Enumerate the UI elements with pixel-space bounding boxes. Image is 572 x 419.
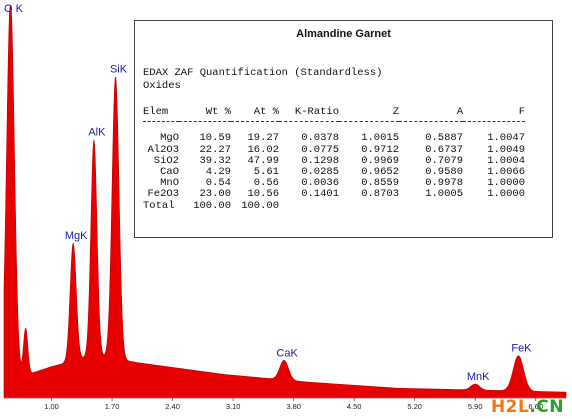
table-cell: 0.54 [205,177,231,190]
table-cell: 19.27 [247,132,279,145]
table-cell: 0.8703 [361,188,399,201]
panel-heading-block: EDAX ZAF Quantification (Standardless) O… [143,67,382,93]
table-cell: 39.32 [199,154,231,167]
table-cell: 0.9652 [361,166,399,178]
table-cell: 22.27 [199,143,231,156]
table-row: MnO 0.54 0.56 0.0036 0.8559 0.9978 1.0000 [143,177,525,190]
table-cell: 4.29 [205,166,231,178]
quantification-table-body: MgO 10.59 19.27 0.0378 1.0015 0.5887 1.0047 Al2… [143,133,525,212]
spectrum-area [3,5,567,399]
peak-labels: O K MgK AlK SiK CaK MnK FeK [4,3,532,383]
peak-label: MgK [65,230,88,242]
table-cell-element: MgO [160,132,179,145]
table-cell: 0.9712 [361,143,399,156]
peak-label: CaK [276,347,298,359]
peak-label: MnK [467,371,490,383]
table-cell: 1.0000 [487,188,525,201]
table-cell: 16.02 [247,143,279,156]
x-tick-label: 4.50 [347,402,362,411]
table-cell: 0.0036 [301,177,339,190]
table-row: CaO 4.29 5.61 0.0285 0.9652 0.9580 1.0066 [143,166,525,178]
table-cell: 1.0047 [487,132,525,145]
table-cell: 0.0378 [301,132,339,145]
table-separator [143,121,525,134]
table-row: Fe2O3 23.00 10.56 0.1401 0.8703 1.0005 1.0000 [143,189,525,200]
table-cell: 0.5887 [425,132,463,145]
table-cell-element: Total [143,199,175,212]
peak-label: FeK [511,343,532,355]
x-tick-label: 3.80 [286,402,301,411]
column-header: K-Ratio [294,106,339,118]
table-cell: 0.9580 [425,166,463,178]
quantification-subheading: Oxides [143,80,181,92]
table-cell: 0.7079 [425,154,463,167]
x-tick-label: 2.40 [165,402,180,411]
table-row: Total 100.00 100.00 [143,199,525,212]
x-tick-label: 3.10 [226,402,241,411]
table-cell: 1.0000 [487,177,525,190]
table-cell-element: Al2O3 [147,143,179,156]
x-tick-label: 1.00 [44,402,59,411]
table-cell: 0.8559 [361,177,399,190]
panel-title: Almandine Garnet [296,28,391,40]
table-cell: 0.1298 [301,154,339,167]
quantification-panel: Almandine Garnet EDAX ZAF Quantification… [134,20,553,238]
x-tick-label: 1.70 [105,402,120,411]
table-cell-element: SiO2 [153,154,179,167]
table-cell: 5.61 [253,166,279,178]
table-cell: 1.0049 [487,143,525,156]
table-cell: 0.56 [253,177,279,190]
peak-label: SiK [110,63,128,75]
table-cell: 10.59 [199,132,231,145]
column-header: F [518,106,525,118]
table-cell: 1.0005 [425,188,463,201]
quantification-table: Elem Wt % At % K-Ratio Z A F MgO 10.59 19.… [143,107,525,212]
column-header: Wt % [205,106,231,118]
table-row: MgO 10.59 19.27 0.0378 1.0015 0.5887 1.0047 [143,133,525,144]
column-header: Z [392,106,399,118]
table-cell-element: Fe2O3 [147,188,179,201]
table-cell: 47.99 [247,154,279,167]
x-tick-label: 5.90 [468,402,483,411]
column-header: A [456,106,463,118]
table-cell: 1.0004 [487,154,525,167]
quantification-heading: EDAX ZAF Quantification (Standardless) [143,67,383,79]
x-tick-label: 5.20 [407,402,422,411]
table-cell: 0.6737 [425,143,463,156]
column-header: Elem [143,106,169,118]
table-row: SiO2 39.32 47.99 0.1298 0.9969 0.7079 1.0004 [143,154,525,167]
column-header: At % [253,106,279,118]
table-cell [399,201,463,212]
table-cell: 0.9969 [361,154,399,167]
table-cell: 23.00 [199,188,231,201]
peak-label: O K [4,3,24,15]
table-cell: 0.0285 [301,166,339,178]
table-cell: 0.0775 [301,143,339,156]
table-cell: 100.00 [193,199,231,212]
table-cell [463,201,525,212]
watermark-part2: .CN [529,397,564,417]
table-cell [339,201,399,212]
x-tick-label: 6.60 [528,402,543,411]
table-cell: 1.0066 [487,166,525,178]
table-cell: 0.9978 [425,177,463,190]
table-cell-element: MnO [160,177,179,190]
watermark-logo: H2L.CN [491,397,564,417]
peak-label: AlK [88,127,106,139]
table-cell: 0.1401 [301,188,339,201]
table-cell: 100.00 [241,199,279,212]
table-cell [279,201,339,212]
table-cell-element: CaO [160,166,179,178]
table-cell: 1.0015 [361,132,399,145]
table-row: Al2O3 22.27 16.02 0.0775 0.9712 0.6737 1.0049 [143,143,525,156]
spectrum-plot-area [3,5,567,399]
table-cell: 10.56 [247,188,279,201]
x-axis: 1.00 1.70 2.40 3.10 3.80 4.50 5.20 5.90 6.60 [4,397,566,411]
table-header-row: Elem Wt % At % K-Ratio Z A F [143,107,525,122]
watermark-part1: H2L [490,397,530,417]
